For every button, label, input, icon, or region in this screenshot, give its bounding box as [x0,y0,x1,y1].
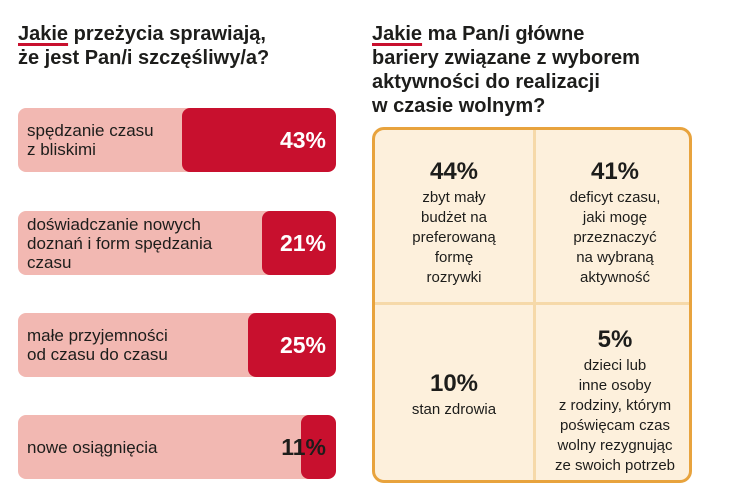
bar-value-label: 21% [279,229,326,256]
bar-fill [182,108,336,172]
right-chart-title: Jakie ma Pan/i główne bariery związane z… [372,22,712,118]
barrier-cell: 41% deficyt czasu, jaki mogę przeznaczyć … [536,158,689,288]
bar-category-label: doświadczanie nowych doznań i form spędz… [27,214,213,272]
bar-value-label: 11% [281,433,326,460]
barrier-description: stan zdrowia [411,401,497,418]
bar-value-label: 25% [279,331,326,358]
bar-category-label: małe przyjemności od czasu do czasu [27,326,168,364]
bar-fill [248,313,336,377]
barrier-description: dzieci lub inne osoby z rodziny, którym … [554,357,676,474]
right-title-highlight: Jakie [372,23,423,45]
barrier-description: zbyt mały budżet na preferowaną formę ro… [412,189,496,286]
bar-row: spędzanie czasu z bliskimi 43% [18,108,336,172]
barrier-percentage: 41% [590,158,640,185]
barrier-percentage: 10% [429,370,479,397]
bar-fill [262,211,336,275]
bar-row: doświadczanie nowych doznań i form spędz… [18,211,336,275]
left-title-rest: przeżycia sprawiają, że jest Pan/i szczę… [18,23,270,69]
bar-category-label: nowe osiągnięcia [27,437,158,457]
grid-horizontal-divider [375,302,689,305]
bar-value-label: 43% [279,126,326,153]
left-title-highlight: Jakie [18,23,69,45]
barrier-percentage: 44% [429,158,479,185]
grid-vertical-divider [533,130,536,480]
right-title-rest: ma Pan/i główne bariery związane z wybor… [372,23,640,117]
bar-row: małe przyjemności od czasu do czasu 25% [18,313,336,377]
bar-fill [301,415,336,479]
bar-category-label: spędzanie czasu z bliskimi [27,121,154,159]
barrier-percentage: 5% [597,326,633,353]
left-chart-title: Jakie przeżycia sprawiają, że jest Pan/i… [18,22,338,70]
barrier-description: deficyt czasu, jaki mogę przeznaczyć na … [569,189,661,286]
bar-row: nowe osiągnięcia 11% [18,415,336,479]
barriers-grid: 44% zbyt mały budżet na preferowaną formę… [372,127,692,483]
barrier-cell: 44% zbyt mały budżet na preferowaną formę… [375,158,533,288]
barrier-cell: 10% stan zdrowia [375,370,533,420]
barrier-cell: 5% dzieci lub inne osoby z rodziny, który… [536,326,689,476]
